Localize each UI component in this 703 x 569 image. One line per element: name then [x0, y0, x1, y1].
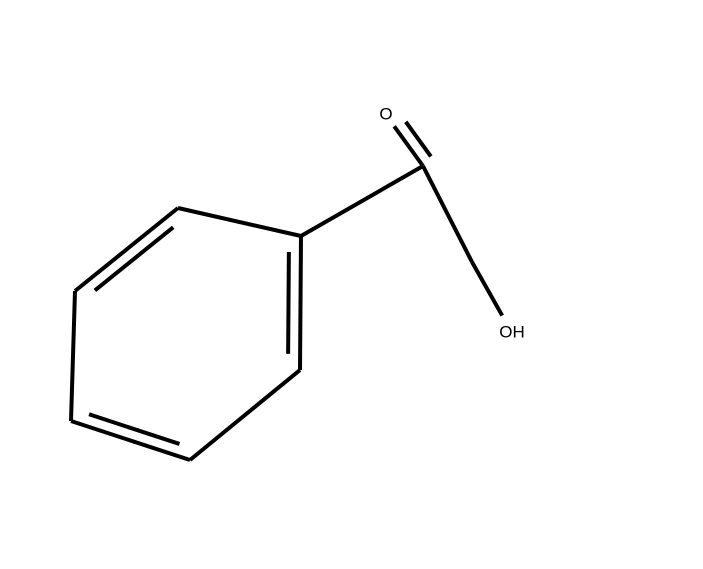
- molecule-diagram: O OH: [0, 0, 703, 569]
- atom-label-o2: OH: [499, 322, 525, 341]
- atom-label-o1: O: [379, 104, 392, 123]
